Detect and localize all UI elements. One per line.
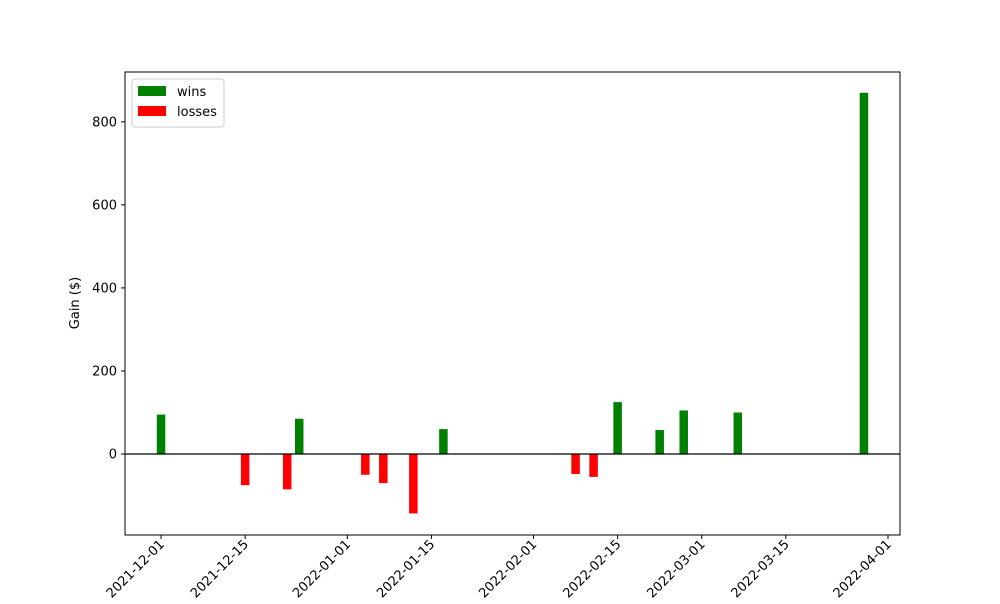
bar-wins [613,402,622,455]
bar-wins [439,429,448,455]
y-tick-label: 200 [92,364,117,379]
y-axis-label: Gain ($) [68,277,83,329]
y-tick-label: 400 [92,281,117,296]
legend-label-losses: losses [177,105,217,120]
y-axis: 0 200 400 600 800 [92,115,125,463]
bar-losses [282,454,292,490]
x-tick-label: 2021-12-15 [188,537,252,600]
x-axis: 2021-12-01 2021-12-15 2022-01-01 2022-01-15… [104,535,895,601]
plot-frame [124,71,901,536]
bars-layer [156,92,869,514]
bar-losses [379,454,388,484]
legend-swatch-losses [138,106,166,116]
legend: wins losses [131,78,225,128]
x-tick-label: 2022-01-01 [290,537,354,600]
bar-losses [589,454,598,477]
x-tick-label: 2022-02-01 [476,537,540,600]
bar-losses [361,454,370,475]
y-tick-label: 0 [109,448,117,463]
bar-wins [156,414,166,455]
x-tick-label: 2022-03-01 [645,537,709,600]
bar-wins [733,412,743,455]
legend-label-wins: wins [177,85,206,100]
x-tick-label: 2022-04-01 [831,537,895,600]
x-tick-label: 2022-01-15 [374,537,438,600]
x-tick-label: 2021-12-01 [104,537,168,600]
bar-losses [240,454,250,486]
bar-wins [294,418,304,455]
bar-wins [655,429,664,455]
x-tick-label: 2022-02-15 [560,537,624,600]
plot-area [125,72,900,535]
bar-wins [859,92,869,455]
y-tick-label: 600 [92,198,117,213]
bar-losses [571,454,580,474]
y-tick-label: 800 [92,115,117,130]
bar-losses [409,454,418,514]
legend-swatch-wins [138,86,166,96]
x-tick-label: 2022-03-15 [729,537,793,600]
bar-wins [679,410,688,455]
